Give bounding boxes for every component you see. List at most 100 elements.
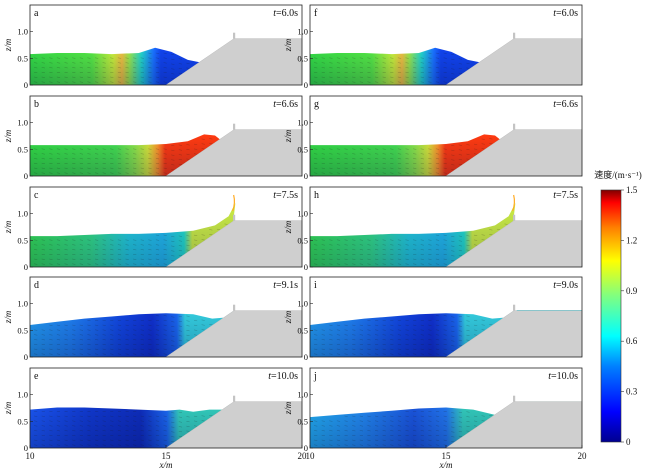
parapet-wall (513, 395, 516, 402)
colorbar-gradient (600, 189, 622, 443)
panel-border (29, 276, 303, 358)
x-tick-label: 20 (578, 451, 588, 461)
panel-h: h t=7.5s 0 0.5 1.0 z/m (283, 186, 583, 272)
y-tick-label: 0.5 (297, 53, 308, 63)
colorbar: 速度/(m·s⁻¹) 0 0.3 0.6 0.9 1.2 1.5 (594, 169, 641, 447)
y-tick-label: 0 (304, 352, 308, 362)
y-tick-label: 0 (304, 443, 308, 453)
velocity-vectors (314, 52, 470, 83)
velocity-vectors (34, 223, 228, 265)
y-tick-label: 1.0 (297, 118, 308, 128)
panel-letter: f (314, 8, 318, 19)
x-tick-label: 10 (306, 451, 316, 461)
y-tick-label: 1.0 (297, 299, 308, 309)
y-tick-label: 0 (24, 80, 28, 90)
parapet-wall (233, 395, 236, 402)
y-tick-label: 0.5 (297, 325, 308, 335)
x-axis-label: x/m (439, 460, 453, 470)
panel-border (29, 4, 303, 86)
y-tick-label: 1.0 (17, 27, 28, 37)
panel-c: c t=7.5s 0 0.5 1.0 z/m (3, 186, 303, 272)
panel-letter: a (34, 8, 39, 19)
splash-jet (512, 194, 516, 212)
y-tick-label: 0 (24, 171, 28, 181)
y-tick-label: 0 (24, 262, 28, 272)
panel-letter: g (314, 99, 319, 110)
y-tick-label: 1.0 (17, 118, 28, 128)
panel-f: f t=6.0s 0 0.5 1.0 z/m (283, 4, 583, 90)
panel-border (29, 186, 303, 268)
panel-border (29, 95, 303, 177)
panel-e: e t=10.0s 0 0.5 1.0 z/m 10 15 20 x/m (3, 367, 308, 470)
parapet-wall (513, 304, 516, 311)
water-depth-shade (310, 134, 501, 176)
velocity-vectors (314, 138, 493, 174)
panel-time: t=6.0s (273, 8, 298, 19)
panel-letter: c (34, 190, 39, 201)
panel-border (309, 186, 583, 268)
parapet-wall (233, 304, 236, 311)
splash-jet (232, 194, 236, 212)
y-axis-label: z/m (283, 129, 293, 143)
panel-b: b t=6.6s 0 0.5 1.0 z/m (3, 95, 303, 181)
y-tick-label: 1.0 (17, 390, 28, 400)
x-tick-label: 15 (162, 451, 172, 461)
parapet-wall (513, 123, 516, 130)
colorbar-tick-label: 1.2 (626, 235, 637, 245)
y-axis-label: z/m (283, 220, 293, 234)
y-tick-label: 0.5 (17, 235, 28, 245)
y-tick-label: 0.5 (297, 235, 308, 245)
y-axis-label: z/m (3, 220, 13, 234)
velocity-vectors (34, 411, 213, 446)
panel-time: t=6.0s (553, 8, 578, 19)
y-tick-label: 0.5 (297, 416, 308, 426)
colorbar-tick-label: 0 (626, 437, 631, 447)
y-tick-label: 0.5 (17, 53, 28, 63)
y-tick-label: 1.0 (297, 209, 308, 219)
y-tick-label: 0 (24, 352, 28, 362)
water-depth-shade (310, 203, 516, 267)
panel-time: t=10.0s (268, 371, 298, 382)
panel-border (309, 4, 583, 86)
panel-time: t=6.6s (553, 99, 578, 110)
y-tick-label: 0.5 (17, 416, 28, 426)
parapet-wall (233, 214, 236, 221)
colorbar-tick-label: 0.6 (626, 336, 638, 346)
y-axis-label: z/m (3, 38, 13, 52)
y-tick-label: 0 (304, 262, 308, 272)
velocity-vectors (314, 411, 493, 446)
x-axis-label: x/m (159, 460, 173, 470)
y-tick-label: 0.5 (17, 325, 28, 335)
velocity-vectors (34, 52, 190, 83)
panel-letter: j (313, 371, 317, 382)
panel-border (309, 276, 583, 358)
velocity-vectors (34, 315, 213, 355)
panel-time: t=10.0s (548, 371, 578, 382)
y-tick-label: 1.0 (297, 27, 308, 37)
x-tick-label: 20 (298, 451, 308, 461)
colorbar-tick-label: 0.3 (626, 387, 638, 397)
panel-j: j t=10.0s 0 0.5 1.0 z/m 10 15 20 x/m (283, 367, 588, 470)
water-depth-shade (30, 47, 207, 85)
y-tick-label: 1.0 (297, 390, 308, 400)
panel-time: t=7.5s (273, 190, 298, 201)
panel-g: g t=6.6s 0 0.5 1.0 z/m (283, 95, 583, 181)
x-tick-label: 10 (26, 451, 36, 461)
parapet-wall (513, 32, 516, 39)
y-tick-label: 1.0 (17, 299, 28, 309)
panel-letter: i (314, 280, 317, 291)
y-tick-label: 0 (24, 443, 28, 453)
y-axis-label: z/m (283, 401, 293, 415)
velocity-vectors (314, 223, 508, 265)
parapet-wall (513, 214, 516, 221)
water-depth-shade (30, 203, 236, 267)
y-axis-label: z/m (283, 310, 293, 324)
y-tick-label: 0.5 (297, 144, 308, 154)
panel-time: t=6.6s (273, 99, 298, 110)
panel-i: i t=9.0s 0 0.5 1.0 z/m (283, 276, 583, 362)
panel-letter: e (34, 371, 39, 382)
y-tick-label: 0 (304, 80, 308, 90)
panel-a: a t=6.0s 0 0.5 1.0 z/m (3, 4, 303, 90)
y-tick-label: 0 (304, 171, 308, 181)
